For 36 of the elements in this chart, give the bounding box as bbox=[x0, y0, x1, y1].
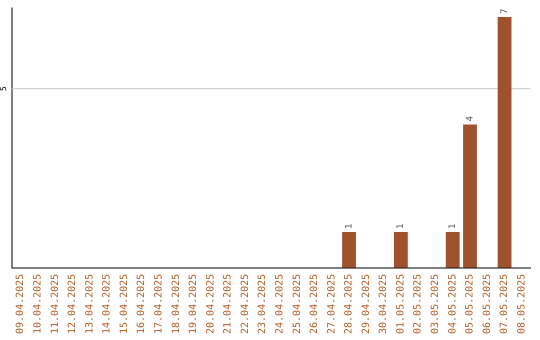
x-tick-label: 06.05.2025 bbox=[482, 274, 493, 334]
x-tick-label: 27.04.2025 bbox=[326, 274, 338, 334]
x-tick-label: 02.05.2025 bbox=[412, 274, 424, 334]
data-label: 4 bbox=[465, 116, 476, 122]
x-tick-label: 08.05.2025 bbox=[516, 274, 528, 334]
x-tick-label: 09.04.2025 bbox=[15, 274, 26, 334]
data-label: 1 bbox=[396, 224, 406, 229]
x-tick-label: 01.05.2025 bbox=[395, 274, 406, 334]
data-label: 1 bbox=[344, 224, 354, 229]
x-tick-label: 05.05.2025 bbox=[464, 274, 476, 334]
x-tick-label: 28.04.2025 bbox=[344, 274, 355, 334]
data-label: 7 bbox=[500, 8, 510, 14]
x-tick-label: 04.05.2025 bbox=[447, 274, 458, 334]
x-tick-label: 18.04.2025 bbox=[170, 274, 182, 334]
x-tick-label: 11.04.2025 bbox=[50, 274, 61, 334]
x-tick-label: 30.04.2025 bbox=[378, 274, 390, 334]
x-tick-label: 17.04.2025 bbox=[154, 274, 164, 334]
x-tick-label: 14.04.2025 bbox=[102, 274, 113, 334]
x-tick-label: 10.04.2025 bbox=[32, 274, 44, 334]
x-tick-label: 22.04.2025 bbox=[240, 274, 251, 334]
x-tick-label: 29.04.2025 bbox=[360, 274, 372, 334]
x-tick-label: 19.04.2025 bbox=[188, 274, 200, 334]
x-tick-label: 07.05.2025 bbox=[499, 274, 510, 334]
ref-line-label: 5 bbox=[0, 86, 8, 92]
data-label: 1 bbox=[448, 224, 458, 229]
x-tick-label: 24.04.2025 bbox=[274, 274, 286, 334]
x-tick-label: 23.04.2025 bbox=[257, 274, 268, 334]
x-tick-label: 20.04.2025 bbox=[205, 274, 216, 334]
x-tick-label: 03.05.2025 bbox=[430, 274, 442, 334]
x-tick-label: 15.04.2025 bbox=[118, 274, 130, 334]
x-tick-label: 12.04.2025 bbox=[67, 274, 78, 334]
x-tick-label: 13.04.2025 bbox=[84, 274, 96, 334]
x-tick-label: 21.04.2025 bbox=[222, 274, 234, 334]
x-tick-label: 25.04.2025 bbox=[292, 274, 303, 334]
x-tick-label: 16.04.2025 bbox=[136, 274, 148, 334]
x-tick-label: 26.04.2025 bbox=[309, 274, 320, 334]
